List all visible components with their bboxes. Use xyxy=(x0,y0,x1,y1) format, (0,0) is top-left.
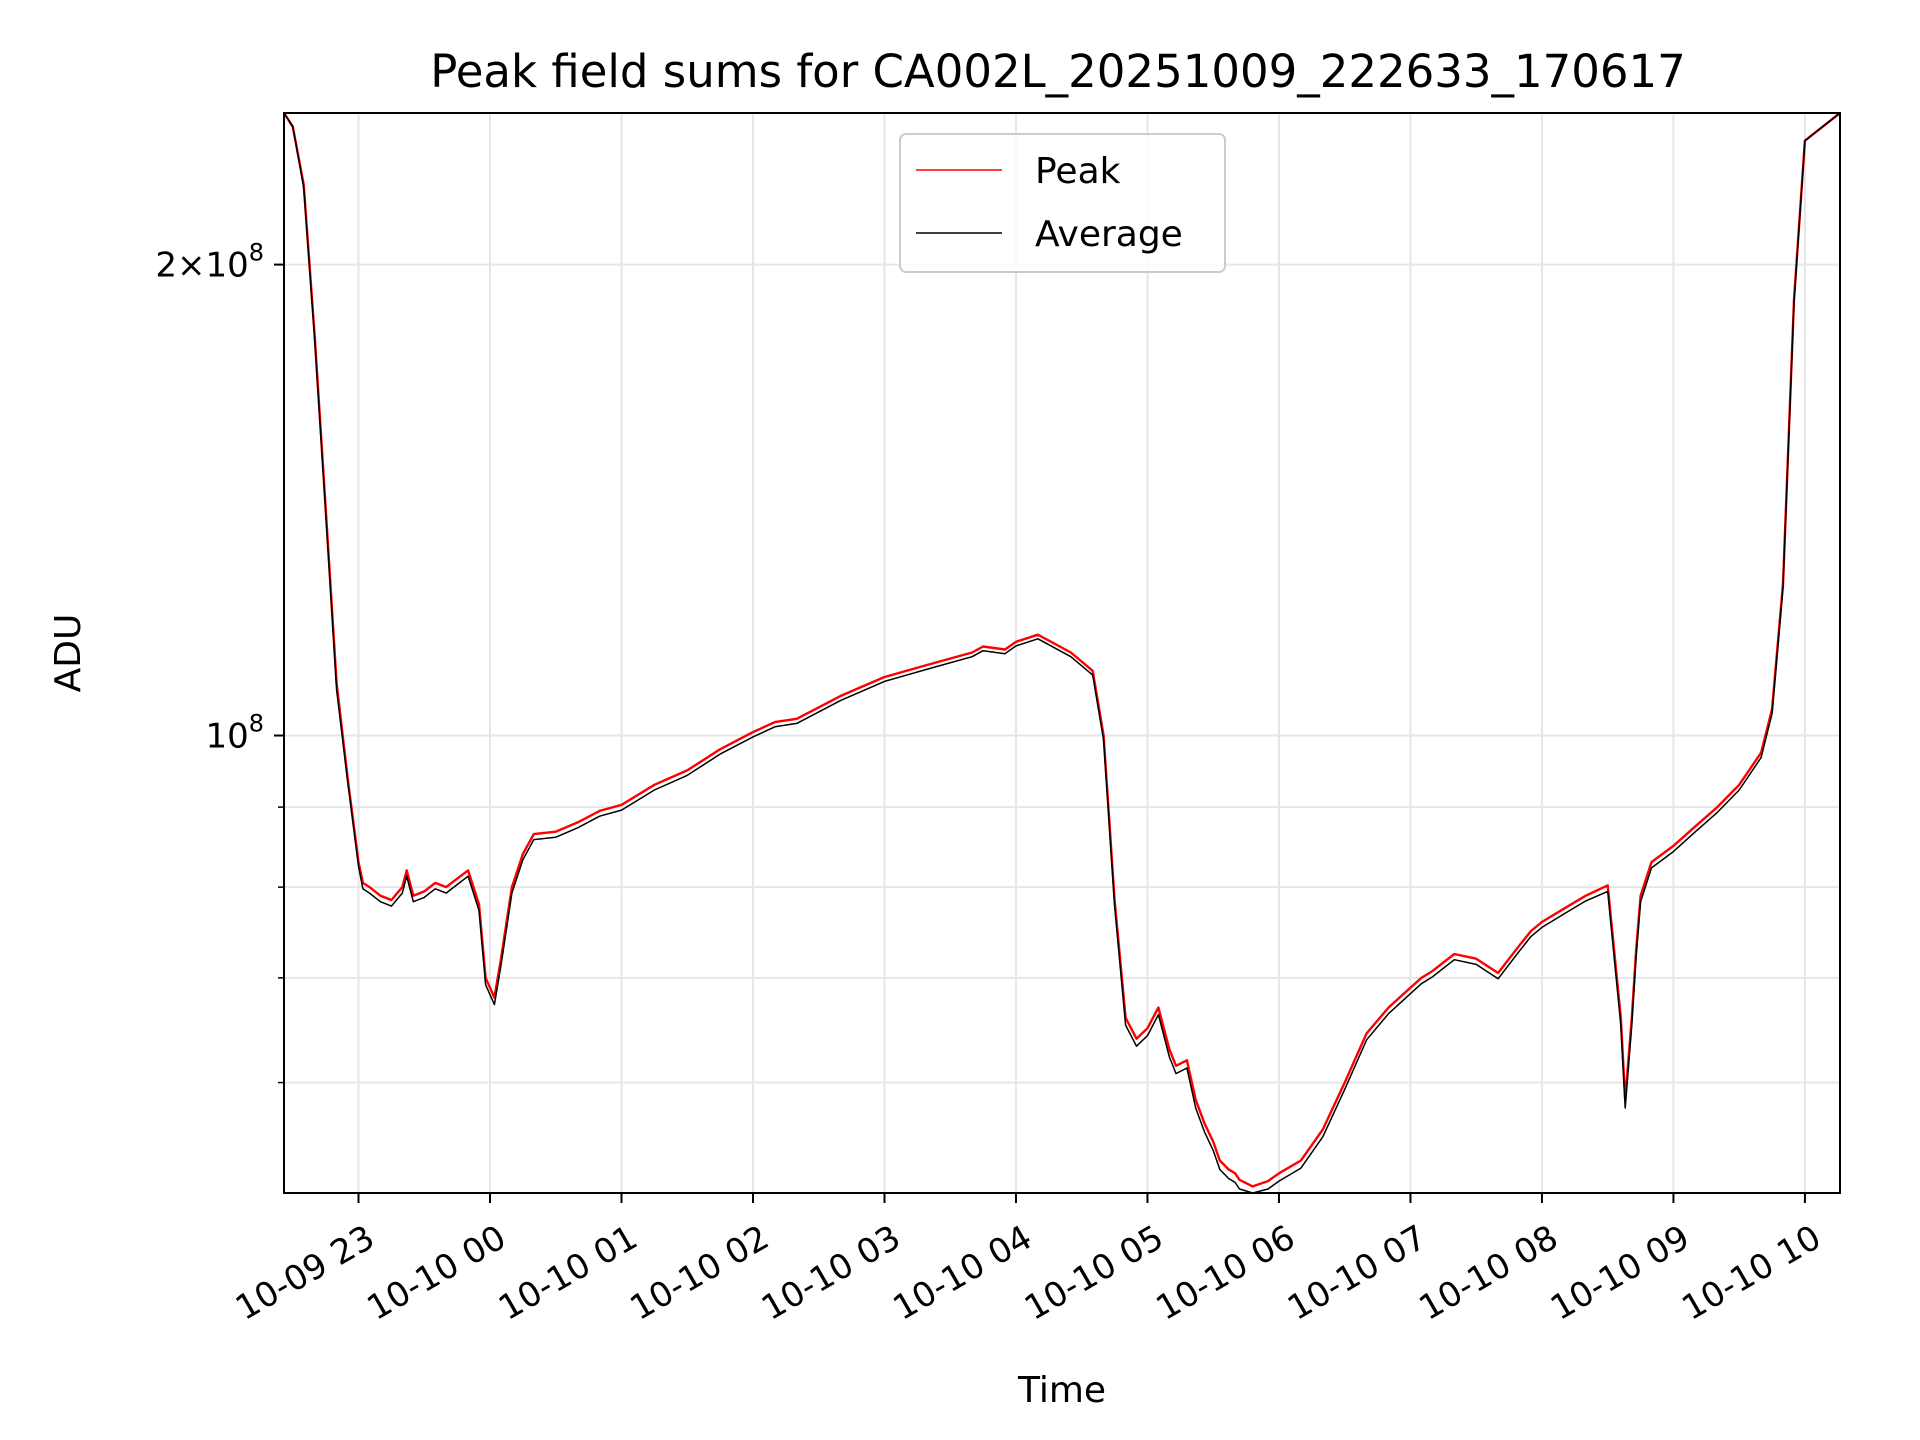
legend-label-peak: Peak xyxy=(1035,151,1121,192)
chart-title: Peak field sums for CA002L_20251009_2226… xyxy=(430,45,1686,98)
legend-label-average: Average xyxy=(1035,214,1183,255)
x-axis-label: Time xyxy=(1017,1370,1106,1411)
grid xyxy=(284,113,1840,1193)
legend-box xyxy=(899,133,1226,273)
series-lines xyxy=(282,112,1841,1194)
series-line-average xyxy=(283,112,1841,1194)
y-tick-label: 2×108 xyxy=(155,239,264,286)
y-tick-label: 108 xyxy=(205,710,264,757)
plot-area-background xyxy=(284,113,1840,1193)
y-axis: 108 2×108 xyxy=(155,239,284,1084)
plot-frame xyxy=(283,112,1841,1194)
legend: Peak Average xyxy=(899,133,1226,273)
y-axis-label: ADU xyxy=(48,614,89,693)
